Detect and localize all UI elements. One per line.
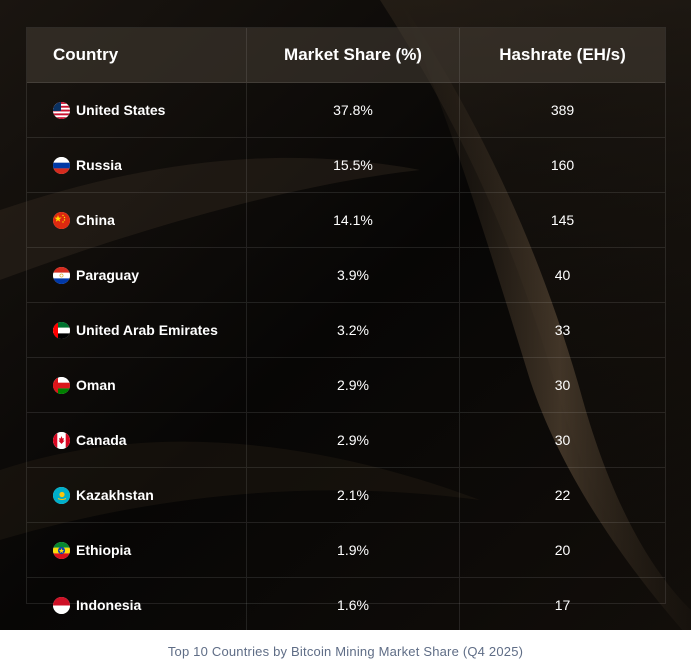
- country-name: Ethiopia: [76, 542, 132, 558]
- country-name: China: [76, 212, 115, 228]
- table-row: Indonesia 1.6% 17: [27, 577, 665, 630]
- hashrate-cell: 20: [459, 522, 665, 578]
- country-cell: Ethiopia: [27, 522, 247, 578]
- market-share-cell: 2.1%: [246, 467, 460, 523]
- market-share-cell: 1.6%: [246, 577, 460, 630]
- country-name: Kazakhstan: [76, 487, 154, 503]
- hashrate-cell: 17: [459, 577, 665, 630]
- chart-caption: Top 10 Countries by Bitcoin Mining Marke…: [167, 643, 524, 659]
- ca-flag-icon: [53, 431, 70, 449]
- ru-flag-icon: [53, 156, 70, 174]
- et-flag-icon: [53, 541, 70, 559]
- table-row: Paraguay 3.9% 40: [27, 247, 665, 303]
- country-name: Paraguay: [76, 267, 140, 283]
- cn-flag-icon: [53, 211, 70, 229]
- hashrate-cell: 30: [459, 357, 665, 413]
- country-name: Russia: [76, 157, 122, 173]
- country-name: United Arab Emirates: [76, 322, 218, 338]
- country-cell: Russia: [27, 137, 247, 193]
- kz-flag-icon: [53, 486, 70, 504]
- chart-panel: Country Market Share (%) Hashrate (EH/s): [0, 0, 691, 630]
- column-header-market-share: Market Share (%): [246, 28, 460, 83]
- country-name: Indonesia: [76, 597, 142, 613]
- table-row: United Arab Emirates 3.2% 33: [27, 302, 665, 358]
- country-cell: United States: [27, 82, 247, 138]
- market-share-cell: 37.8%: [246, 82, 460, 138]
- country-cell: Canada: [27, 412, 247, 468]
- table-row: Ethiopia 1.9% 20: [27, 522, 665, 578]
- table-row: Kazakhstan 2.1% 22: [27, 467, 665, 523]
- market-share-cell: 2.9%: [246, 412, 460, 468]
- py-flag-icon: [53, 266, 70, 284]
- ae-flag-icon: [53, 321, 70, 339]
- country-name: Canada: [76, 432, 127, 448]
- table-row: Russia 15.5% 160: [27, 137, 665, 193]
- om-flag-icon: [53, 376, 70, 394]
- market-share-cell: 1.9%: [246, 522, 460, 578]
- hashrate-cell: 30: [459, 412, 665, 468]
- hashrate-cell: 145: [459, 192, 665, 248]
- table-row: Oman 2.9% 30: [27, 357, 665, 413]
- header-row: Country Market Share (%) Hashrate (EH/s): [27, 28, 665, 83]
- market-share-cell: 3.2%: [246, 302, 460, 358]
- table-row: Canada 2.9% 30: [27, 412, 665, 468]
- column-header-country: Country: [27, 28, 247, 83]
- country-name: United States: [76, 102, 166, 118]
- hashrate-cell: 389: [459, 82, 665, 138]
- us-flag-icon: [53, 101, 70, 119]
- hashrate-cell: 160: [459, 137, 665, 193]
- country-cell: China: [27, 192, 247, 248]
- market-share-cell: 14.1%: [246, 192, 460, 248]
- hashrate-cell: 22: [459, 467, 665, 523]
- hashrate-cell: 40: [459, 247, 665, 303]
- id-flag-icon: [53, 596, 70, 614]
- country-name: Oman: [76, 377, 116, 393]
- column-header-hashrate: Hashrate (EH/s): [459, 28, 665, 83]
- country-cell: Paraguay: [27, 247, 247, 303]
- market-share-cell: 2.9%: [246, 357, 460, 413]
- country-cell: Kazakhstan: [27, 467, 247, 523]
- data-table: Country Market Share (%) Hashrate (EH/s): [26, 27, 666, 630]
- market-share-cell: 15.5%: [246, 137, 460, 193]
- country-cell: Indonesia: [27, 577, 247, 630]
- table-row: United States 37.8% 389: [27, 82, 665, 138]
- hashrate-cell: 33: [459, 302, 665, 358]
- table-row: China 14.1% 145: [27, 192, 665, 248]
- country-cell: United Arab Emirates: [27, 302, 247, 358]
- market-share-cell: 3.9%: [246, 247, 460, 303]
- country-cell: Oman: [27, 357, 247, 413]
